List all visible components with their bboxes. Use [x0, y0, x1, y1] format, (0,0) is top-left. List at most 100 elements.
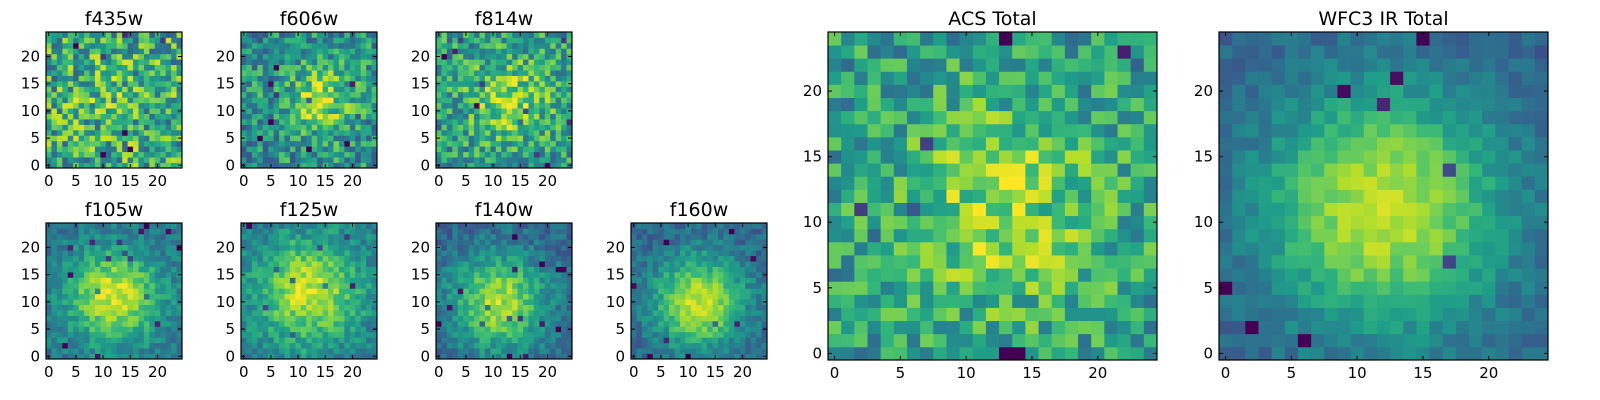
- heatmap-cell: [241, 266, 247, 273]
- heatmap-cell: [1078, 281, 1092, 295]
- heatmap-cell: [344, 75, 351, 82]
- heatmap-cell: [349, 304, 356, 311]
- heatmap-cell: [154, 108, 161, 114]
- heatmap-cell: [457, 42, 464, 49]
- heatmap-cell: [539, 282, 546, 289]
- heatmap-cell: [241, 102, 247, 109]
- heatmap-cell: [241, 228, 247, 235]
- heatmap-cell: [56, 140, 63, 147]
- heatmap-cell: [501, 108, 508, 114]
- heatmap-cell: [241, 277, 247, 284]
- heatmap-cell: [495, 108, 502, 114]
- heatmap-cell: [544, 102, 551, 109]
- heatmap-cell: [176, 293, 183, 300]
- heatmap-cell: [652, 310, 659, 316]
- heatmap-cell: [122, 162, 128, 169]
- heatmap-cell: [143, 64, 150, 71]
- heatmap-cell: [105, 80, 112, 87]
- heatmap-cell: [561, 59, 567, 66]
- heatmap-cell: [333, 310, 340, 316]
- panel-title: f105w: [85, 199, 144, 221]
- heatmap-cell: [338, 348, 345, 354]
- heatmap-cell: [528, 42, 535, 49]
- heatmap-cell: [652, 299, 659, 305]
- heatmap-cell: [105, 228, 112, 235]
- heatmap-cell: [355, 277, 362, 284]
- heatmap-cell: [436, 282, 442, 289]
- heatmap-cell: [933, 307, 947, 322]
- heatmap-cell: [67, 299, 74, 305]
- heatmap-cell: [300, 239, 307, 246]
- heatmap-cell: [116, 91, 123, 98]
- heatmap-cell: [100, 326, 107, 333]
- heatmap-cell: [241, 304, 247, 311]
- heatmap-cell: [328, 353, 334, 360]
- heatmap-cell: [561, 146, 567, 153]
- heatmap-cell: [89, 70, 96, 76]
- heatmap-cell: [528, 331, 535, 338]
- heatmap-cell: [561, 288, 567, 295]
- heatmap-cell: [1038, 176, 1053, 190]
- heatmap-cell: [122, 331, 128, 338]
- heatmap-cell: [143, 326, 150, 333]
- heatmap-cell: [62, 151, 69, 158]
- heatmap-cell: [273, 59, 280, 66]
- heatmap-cell: [1064, 189, 1079, 203]
- heatmap-cell: [441, 151, 448, 158]
- heatmap-cell: [262, 48, 269, 55]
- heatmap-cell: [154, 315, 161, 322]
- heatmap-cell: [463, 299, 470, 305]
- heatmap-cell: [745, 271, 752, 278]
- heatmap-cell: [658, 337, 665, 344]
- heatmap-cell: [122, 342, 128, 349]
- heatmap-cell: [62, 228, 69, 235]
- heatmap-cell: [436, 337, 442, 344]
- heatmap-cell: [371, 102, 378, 109]
- heatmap-cell: [300, 266, 307, 273]
- x-tick-label: 15: [121, 172, 140, 190]
- heatmap-cell: [696, 304, 703, 311]
- heatmap-cell: [1038, 346, 1053, 361]
- heatmap-cell: [828, 215, 842, 230]
- heatmap-cell: [371, 75, 378, 82]
- heatmap-cell: [56, 315, 63, 322]
- heatmap-cell: [165, 75, 172, 82]
- heatmap-cell: [674, 250, 681, 257]
- heatmap-cell: [999, 163, 1013, 177]
- heatmap-cell: [268, 244, 275, 251]
- heatmap-cell: [728, 353, 735, 360]
- heatmap-cell: [566, 97, 573, 104]
- heatmap-cell: [251, 53, 258, 60]
- heatmap-cell: [561, 70, 567, 76]
- heatmap-cell: [160, 315, 167, 322]
- heatmap-cell: [566, 119, 573, 125]
- heatmap-cell: [1104, 281, 1118, 295]
- heatmap-cell: [1025, 320, 1039, 335]
- heatmap-cell: [512, 299, 518, 305]
- heatmap-cell: [273, 228, 280, 235]
- heatmap-cell: [495, 64, 502, 71]
- heatmap-cell: [311, 102, 318, 109]
- heatmap-cell: [160, 223, 167, 229]
- heatmap-cell: [149, 293, 156, 300]
- heatmap-cell: [484, 140, 491, 147]
- heatmap-cell: [452, 42, 459, 49]
- heatmap-cell: [143, 70, 150, 76]
- heatmap-cell: [371, 342, 378, 349]
- heatmap-cell: [371, 223, 378, 229]
- heatmap-cell: [1012, 228, 1026, 243]
- heatmap-cell: [647, 228, 654, 235]
- heatmap-cell: [512, 310, 518, 316]
- heatmap-cell: [457, 157, 464, 163]
- heatmap-cell: [701, 299, 708, 305]
- heatmap-cell: [484, 228, 491, 235]
- heatmap-cell: [111, 97, 118, 104]
- heatmap-cell: [528, 75, 535, 82]
- heatmap-cell: [728, 239, 735, 246]
- heatmap-cell: [160, 261, 167, 267]
- heatmap-cell: [56, 80, 63, 87]
- heatmap-cell: [100, 304, 107, 311]
- heatmap-cell: [171, 277, 177, 284]
- heatmap-cell: [539, 266, 546, 273]
- heatmap-cell: [73, 320, 80, 327]
